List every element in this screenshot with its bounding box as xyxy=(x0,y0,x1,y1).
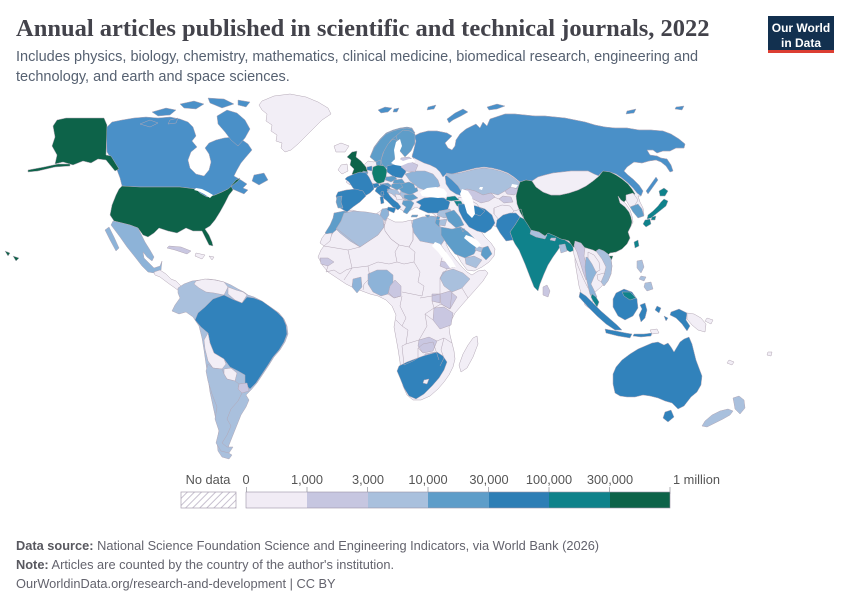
svg-text:100,000: 100,000 xyxy=(526,472,572,487)
svg-text:300,000: 300,000 xyxy=(587,472,633,487)
svg-text:3,000: 3,000 xyxy=(352,472,384,487)
svg-text:No data: No data xyxy=(186,472,232,487)
svg-text:1,000: 1,000 xyxy=(291,472,323,487)
svg-text:1 million: 1 million xyxy=(673,472,720,487)
svg-text:0: 0 xyxy=(242,472,249,487)
svg-text:10,000: 10,000 xyxy=(408,472,447,487)
svg-text:30,000: 30,000 xyxy=(469,472,508,487)
